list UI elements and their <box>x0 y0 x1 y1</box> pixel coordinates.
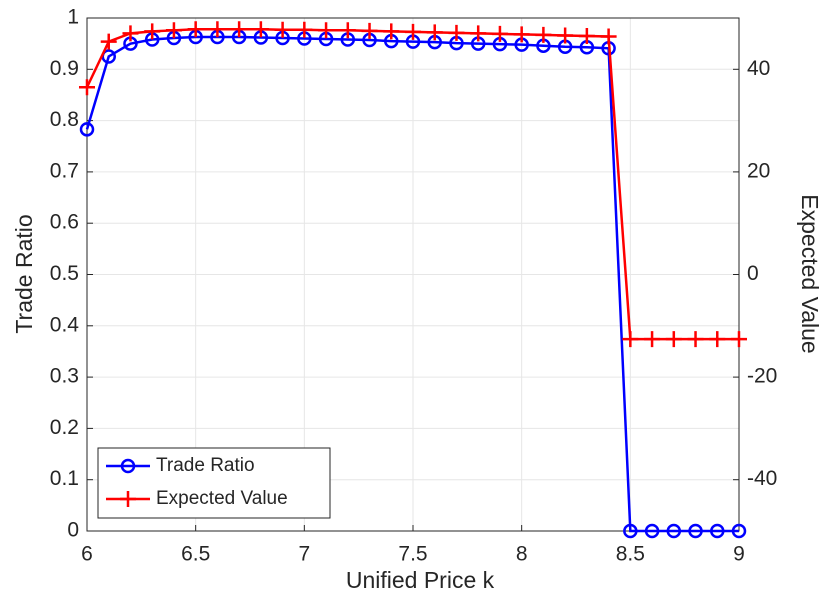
y2-tick-label: -40 <box>747 467 777 490</box>
point-marker <box>165 22 182 39</box>
point-marker <box>383 23 400 40</box>
x-tick-label: 7.5 <box>398 543 427 566</box>
point-marker <box>709 331 726 348</box>
point-marker <box>209 21 226 38</box>
x-tick-label: 6 <box>81 543 93 566</box>
point-marker <box>622 331 639 348</box>
y-tick-label: 0.5 <box>50 262 79 285</box>
y-tick-label: 0.8 <box>50 108 79 131</box>
point-marker <box>491 25 508 42</box>
point-marker <box>144 23 161 40</box>
legend-marker <box>120 458 136 474</box>
point-marker <box>513 26 530 43</box>
x-tick-label: 8 <box>516 543 528 566</box>
point-marker <box>644 523 660 539</box>
y-tick-label: 0.1 <box>50 467 79 490</box>
point-marker <box>100 33 117 50</box>
point-marker <box>296 21 313 38</box>
x-tick-label: 8.5 <box>616 543 645 566</box>
point-marker <box>687 331 704 348</box>
point-marker <box>274 21 291 38</box>
point-marker <box>665 331 682 348</box>
point-marker <box>710 523 725 539</box>
point-marker <box>361 22 378 39</box>
y2-tick-label: 40 <box>747 57 770 80</box>
point-marker <box>600 28 617 45</box>
y-tick-label: 1 <box>67 6 79 29</box>
y2-tick-label: 20 <box>747 159 770 182</box>
point-marker <box>187 21 204 38</box>
y-tick-label: 0.6 <box>50 211 79 234</box>
y-tick-label: 0.7 <box>50 159 79 182</box>
x-axis-label: Unified Price k <box>346 567 495 593</box>
legend-label: Trade Ratio <box>156 455 255 476</box>
point-marker <box>557 27 574 44</box>
y-tick-label: 0.3 <box>50 365 79 388</box>
y-tick-label: 0.9 <box>50 57 79 80</box>
legend-box <box>97 447 331 519</box>
point-marker <box>122 25 139 42</box>
point-marker <box>405 23 421 40</box>
y-tick-label: 0.4 <box>50 313 80 336</box>
legend-marker <box>120 491 136 507</box>
point-marker <box>688 523 703 539</box>
point-marker <box>731 331 747 348</box>
legend-label: Expected Value <box>156 488 288 509</box>
axes-box <box>86 17 740 532</box>
point-marker <box>448 24 465 41</box>
point-marker <box>426 24 443 41</box>
x-tick-label: 6.5 <box>181 543 210 566</box>
point-marker <box>623 523 638 539</box>
point-marker <box>666 523 682 539</box>
point-marker <box>470 25 487 42</box>
x-tick-label: 9 <box>733 543 745 566</box>
y2-tick-label: -20 <box>747 365 777 388</box>
x-tick-label: 7 <box>298 543 310 566</box>
point-marker <box>535 26 552 43</box>
y-tick-label: 0.2 <box>50 416 79 439</box>
point-marker <box>231 21 248 38</box>
y2-axis-label: Expected Value <box>797 194 823 353</box>
point-marker <box>644 331 661 348</box>
y-tick-label: 0 <box>67 519 79 542</box>
point-marker <box>578 27 595 44</box>
y2-tick-label: 0 <box>747 262 759 285</box>
point-marker <box>731 523 747 539</box>
point-marker <box>252 21 269 38</box>
point-marker <box>318 22 335 39</box>
point-marker <box>79 122 95 137</box>
y-axis-label: Trade Ratio <box>11 214 37 333</box>
point-marker <box>79 79 95 96</box>
point-marker <box>339 22 356 39</box>
